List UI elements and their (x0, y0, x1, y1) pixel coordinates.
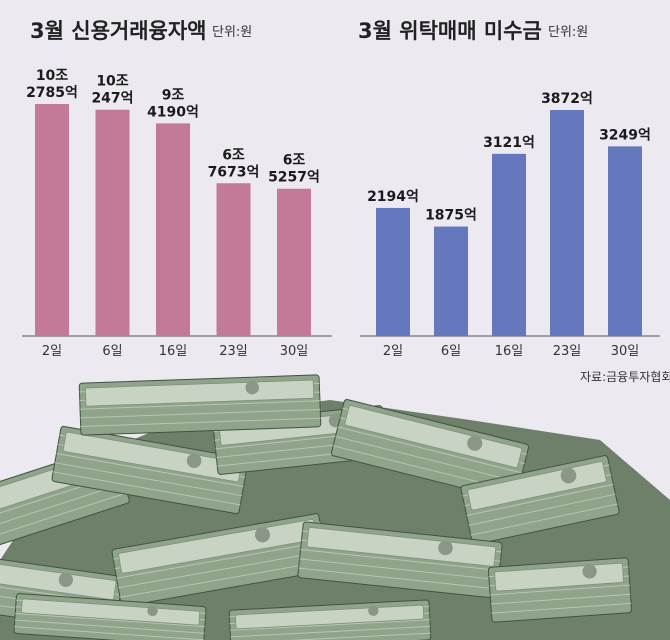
unit-label: 단위:원 (548, 25, 588, 40)
banknote-stack (487, 557, 633, 623)
data-label: 247억 (91, 91, 133, 107)
data-label: 3872억 (541, 91, 593, 107)
chart-margin-receivables: 3월 위탁매매 미수금 단위:원 2194억 2일 1875억 6일 3121억 16일 3… (358, 19, 660, 359)
x-tick-label: 23일 (553, 344, 582, 359)
banknote-stack (330, 399, 530, 501)
unit-label: 단위:원 (212, 25, 252, 40)
bar-0 (35, 104, 69, 336)
banknote-stacks-illustration (0, 374, 670, 640)
x-tick-label: 16일 (495, 344, 524, 359)
data-label: 3121억 (483, 135, 535, 151)
x-tick-label: 2일 (383, 344, 403, 359)
bar-3 (550, 110, 584, 336)
banknote-stack (228, 599, 432, 640)
x-tick-label: 16일 (159, 344, 188, 359)
banknote-stack (78, 374, 322, 436)
x-tick-label: 2일 (42, 344, 62, 359)
chart-title: 3월 위탁매매 미수금 (358, 19, 542, 43)
data-label: 5257억 (268, 170, 320, 186)
banknote-stack (51, 425, 249, 515)
data-label: 6조 (222, 147, 245, 163)
data-label: 9조 (162, 87, 185, 103)
banknote-stack (13, 593, 207, 640)
source-note: 자료:금융투자협회 (580, 370, 670, 384)
bar-1 (95, 109, 130, 337)
banknote-stack (297, 521, 503, 599)
bar-2 (156, 123, 190, 336)
chart-credit-loans: 3월 신용거래융자액 단위:원 10조2785억2일10조247억6일9조419… (22, 19, 332, 359)
data-label: 3249억 (599, 127, 651, 143)
bar-0 (376, 207, 410, 336)
data-label: 2194억 (367, 189, 419, 205)
x-tick-label: 30일 (280, 344, 309, 359)
bar-4 (608, 146, 642, 336)
data-label: 6조 (283, 153, 306, 169)
banknote-stack (111, 513, 329, 607)
x-tick-label: 23일 (219, 344, 248, 359)
data-label: 4190억 (147, 104, 199, 120)
bar-2 (492, 153, 526, 336)
bars-group: 2194억 2일 1875억 6일 3121억 16일 3872억 23일 3249억 30일 (367, 91, 651, 359)
data-label: 10조 (96, 74, 128, 90)
x-tick-label: 30일 (611, 344, 640, 359)
data-label: 1875억 (425, 208, 477, 224)
bar-4 (277, 188, 311, 336)
data-label: 7673억 (208, 164, 260, 180)
x-tick-label: 6일 (102, 344, 122, 359)
bars-group: 10조2785억2일10조247억6일9조4190억16일6조7673억23일6… (26, 68, 320, 359)
x-tick-label: 6일 (441, 344, 461, 359)
chart-title: 3월 신용거래융자액 (30, 19, 206, 43)
banknote-stack (460, 455, 620, 545)
bar-1 (434, 226, 468, 336)
bar-3 (216, 183, 251, 336)
data-label: 2785억 (26, 85, 78, 101)
data-label: 10조 (36, 68, 68, 84)
